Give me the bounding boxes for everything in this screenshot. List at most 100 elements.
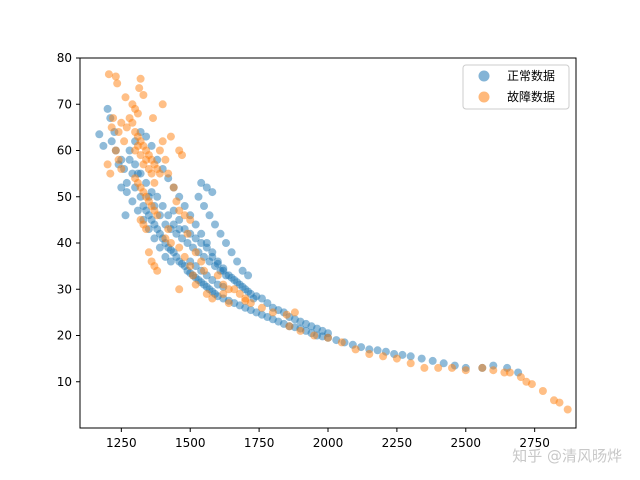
data-point [186,262,195,271]
data-point [117,165,126,173]
data-point [161,252,170,261]
data-point [109,114,118,123]
data-point [200,202,208,210]
data-point [125,155,134,164]
data-point [235,289,244,298]
data-point [268,308,277,317]
data-point [563,405,572,414]
data-point [186,215,195,224]
y-tick-label: 30 [57,282,72,296]
x-tick-label: 1250 [106,436,137,450]
legend: 正常数据 故障数据 [462,64,570,110]
data-point [103,160,112,169]
points-layer [95,70,572,414]
data-point [282,310,291,319]
data-point [191,220,200,229]
data-point [135,84,144,93]
data-point [121,93,130,102]
data-point [224,285,233,294]
data-point [197,229,206,238]
y-tick-label: 70 [57,97,72,111]
data-point [227,273,236,282]
y-tick-label: 20 [57,329,72,343]
data-point [166,132,175,141]
y-tick-label: 10 [57,375,72,389]
data-point [191,248,200,257]
data-point [202,243,211,252]
data-point [406,359,415,368]
data-point [208,188,217,197]
data-point [489,366,498,375]
data-point [428,356,437,365]
y-tick-label: 40 [57,236,72,250]
data-point [139,160,148,169]
data-point [180,202,189,210]
data-point [183,239,192,247]
data-point [227,248,236,257]
data-point [153,266,162,275]
data-point [516,373,525,382]
data-point [175,285,184,294]
data-point [285,322,294,331]
data-point [164,225,173,234]
legend-marker-normal [478,70,490,82]
watermark-text: 知乎 @清风旸烨 [512,447,622,465]
data-point [208,294,217,303]
data-point [211,220,219,229]
data-point [219,264,228,273]
data-point [178,234,186,243]
data-point [200,266,208,275]
x-tick-label: 1500 [175,436,206,450]
data-point [158,137,167,146]
x-tick-label: 1750 [244,436,275,450]
data-point [155,243,164,252]
data-point [122,188,131,197]
data-point [197,178,206,187]
data-point [122,178,131,187]
data-point [131,160,140,169]
data-point [106,169,115,178]
data-point [439,359,448,368]
data-point [555,398,564,407]
data-point [373,346,382,355]
data-point [104,70,113,79]
data-point [324,333,332,342]
data-point [133,206,142,215]
data-point [128,197,137,206]
data-point [224,299,233,308]
data-point [244,287,253,296]
data-point [147,188,156,197]
x-axis: 1250 1500 1750 2000 2250 2500 2750 [106,428,550,450]
data-point [142,225,151,234]
data-point [175,215,184,224]
data-point [191,280,200,289]
data-point [208,276,217,284]
data-point [175,206,184,215]
data-point [178,151,186,160]
data-point [406,352,415,361]
legend-marker-fault [478,91,490,103]
data-point [161,234,170,243]
data-point [392,354,401,363]
data-point [103,104,112,113]
data-point [149,114,157,123]
data-point [113,79,122,88]
data-point [136,74,145,83]
data-point [172,197,181,206]
data-point [125,146,134,155]
data-point [164,169,173,178]
data-point [131,146,140,155]
data-point [197,239,206,247]
data-point [166,257,175,266]
data-point [150,234,159,243]
data-point [310,331,319,340]
y-tick-label: 60 [57,144,72,158]
data-point [194,192,203,201]
data-point [230,285,239,294]
data-point [244,271,253,280]
data-point [434,363,443,372]
data-point [233,257,242,266]
data-point [538,387,547,395]
data-point [142,178,151,187]
data-point [155,169,164,178]
